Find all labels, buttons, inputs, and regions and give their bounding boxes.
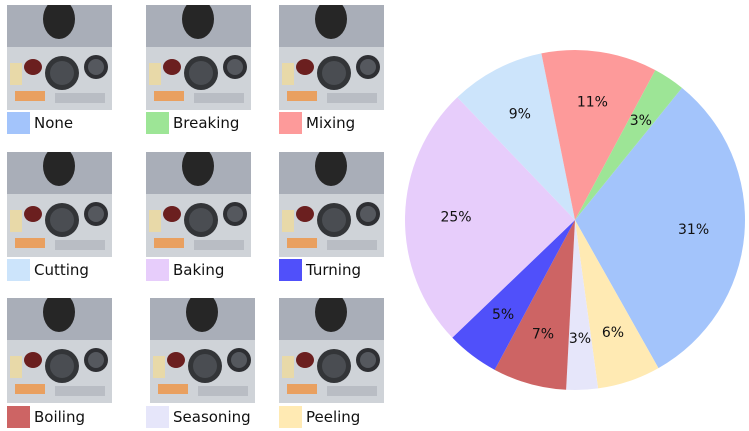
legend-swatch xyxy=(7,259,30,281)
pie-slice-cutting xyxy=(457,53,575,221)
pie-slice-baking xyxy=(405,97,575,338)
pie-label-peeling: 6% xyxy=(602,325,624,341)
thumbnail-none xyxy=(7,5,112,110)
pie-label-cutting: 9% xyxy=(509,107,531,123)
pie-slice-seasoning xyxy=(566,220,599,391)
pie-label-turning: 5% xyxy=(492,307,514,323)
legend-label: Baking xyxy=(173,261,225,279)
pie-label-baking: 25% xyxy=(440,210,471,226)
legend-label: Breaking xyxy=(173,114,240,132)
thumbnail-seasoning xyxy=(150,298,255,403)
legend-swatch xyxy=(146,259,169,281)
pie-chart: 31% 6% 3% 7% 5% 25% 9% 11% 3% xyxy=(405,49,745,391)
legend-swatch xyxy=(7,406,30,428)
pie-label-mixing: 11% xyxy=(577,94,608,110)
pie-slice-peeling xyxy=(575,220,659,389)
legend-swatch xyxy=(279,259,302,281)
legend-label: Turning xyxy=(306,261,361,279)
legend-item-turning: Turning xyxy=(279,258,361,282)
legend-label: Peeling xyxy=(306,408,361,426)
pie-slice-boiling xyxy=(494,220,575,390)
legend-item-breaking: Breaking xyxy=(146,111,239,135)
thumbnail-cutting xyxy=(7,152,112,257)
pie-slice-none xyxy=(575,87,745,369)
legend-label: None xyxy=(34,114,74,132)
thumbnail-baking xyxy=(146,152,251,257)
legend-item-baking: Baking xyxy=(146,258,224,282)
legend-swatch xyxy=(146,406,169,428)
pie-label-seasoning: 3% xyxy=(569,331,591,347)
legend-swatch xyxy=(7,112,30,134)
pie-slice-turning xyxy=(452,220,575,370)
pie-label-boiling: 7% xyxy=(532,327,554,343)
legend-swatch xyxy=(279,112,302,134)
pie-label-none: 31% xyxy=(678,222,709,238)
legend-label: Cutting xyxy=(34,261,89,279)
thumbnail-peeling xyxy=(279,298,384,403)
legend-item-mixing: Mixing xyxy=(279,111,355,135)
legend-item-peeling: Peeling xyxy=(279,405,360,429)
legend-label: Boiling xyxy=(34,408,85,426)
legend-item-seasoning: Seasoning xyxy=(146,405,251,429)
thumbnail-boiling xyxy=(7,298,112,403)
thumbnail-mixing xyxy=(279,5,384,110)
legend-label: Mixing xyxy=(306,114,356,132)
legend-item-none: None xyxy=(7,111,73,135)
pie-slice-breaking xyxy=(575,70,682,221)
thumbnail-breaking xyxy=(146,5,251,110)
legend-swatch xyxy=(279,406,302,428)
legend-item-boiling: Boiling xyxy=(7,405,85,429)
legend-label: Seasoning xyxy=(173,408,251,426)
legend-swatch xyxy=(146,112,169,134)
legend-item-cutting: Cutting xyxy=(7,258,89,282)
thumbnail-turning xyxy=(279,152,384,257)
pie-label-breaking: 3% xyxy=(630,113,652,129)
pie-slice-mixing xyxy=(541,49,656,220)
